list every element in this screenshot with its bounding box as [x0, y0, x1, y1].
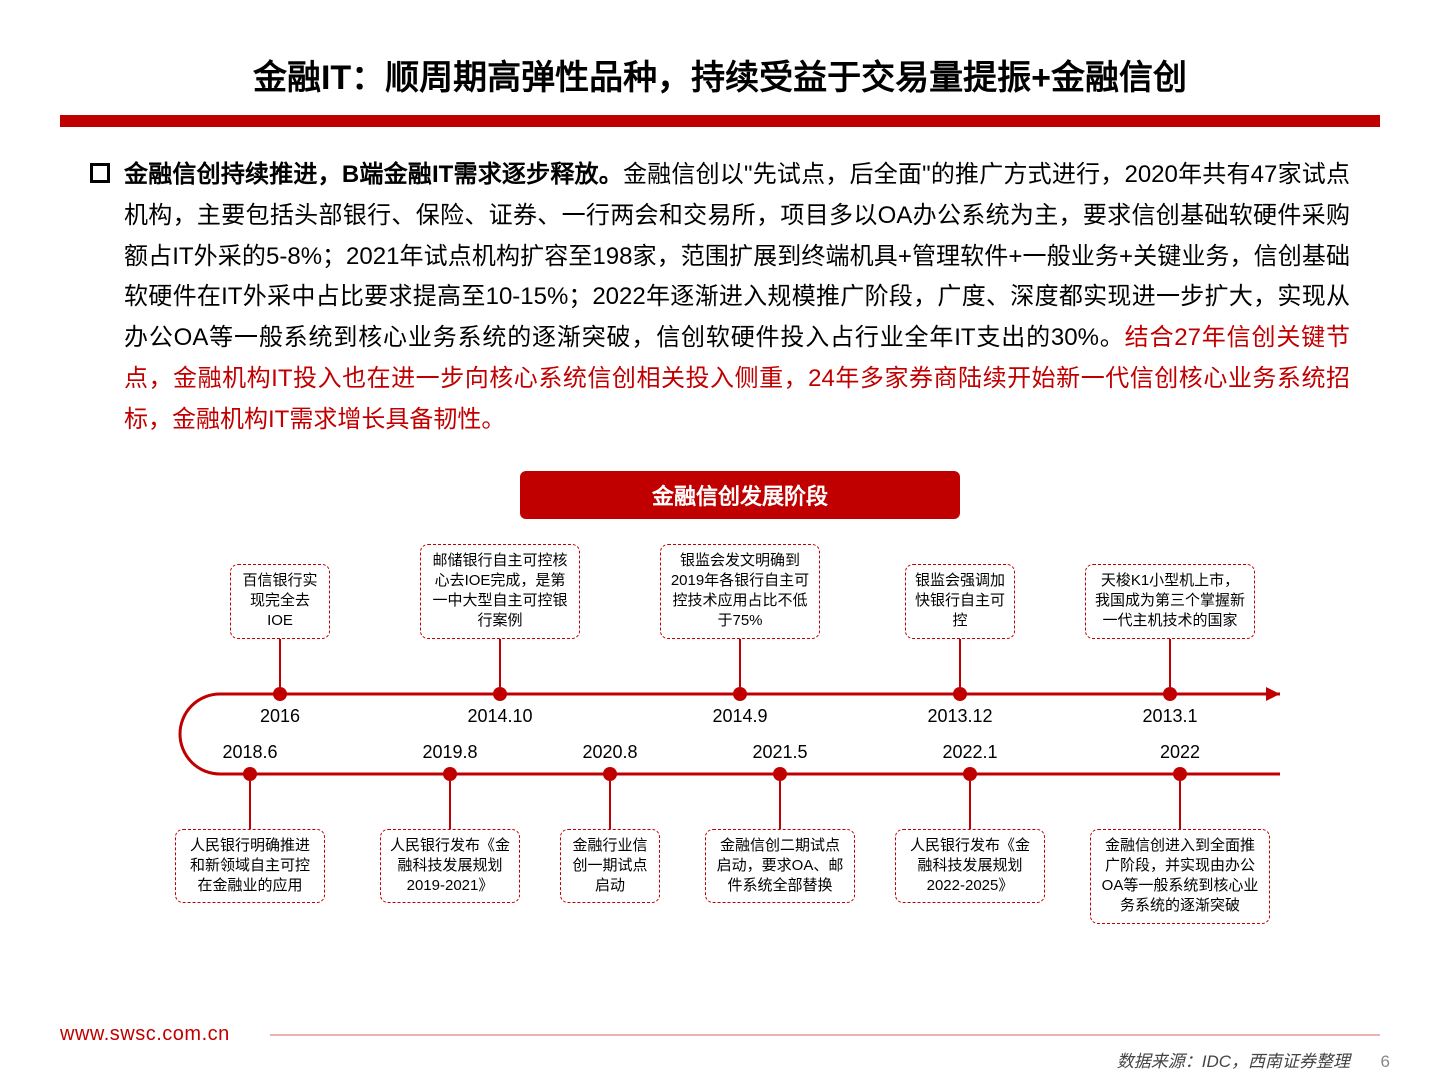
timeline-event: 邮储银行自主可控核心去IOE完成，是第一中大型自主可控银行案例: [420, 544, 580, 639]
timeline-event: 人民银行明确推进和新领域自主可控在金融业的应用: [175, 829, 325, 904]
timeline-event: 银监会强调加快银行自主可控: [905, 564, 1015, 639]
timeline-date: 2013.1: [1130, 706, 1210, 727]
timeline-date: 2016: [240, 706, 320, 727]
bullet-square-icon: [90, 163, 110, 183]
timeline-date: 2022: [1140, 742, 1220, 763]
timeline-date: 2018.6: [210, 742, 290, 763]
para-lead: 金融信创持续推进，B端金融IT需求逐步释放。: [124, 161, 623, 188]
title-bar: [60, 115, 1380, 127]
timeline-event: 人民银行发布《金融科技发展规划2022-2025》: [895, 829, 1045, 904]
timeline-event: 金融信创二期试点启动，要求OA、邮件系统全部替换: [705, 829, 855, 904]
body-paragraph: 金融信创持续推进，B端金融IT需求逐步释放。金融信创以"先试点，后全面"的推广方…: [60, 155, 1380, 441]
timeline-date: 2014.9: [700, 706, 780, 727]
timeline-event: 天梭K1小型机上市，我国成为第三个掌握新一代主机技术的国家: [1085, 564, 1255, 639]
data-source: 数据来源：IDC，西南证券整理: [1117, 1047, 1350, 1072]
para-black: 金融信创以"先试点，后全面"的推广方式进行，2020年共有47家试点机构，主要包…: [124, 161, 1350, 351]
timeline-event: 银监会发文明确到2019年各银行自主可控技术应用占比不低于75%: [660, 544, 820, 639]
footer-line: [270, 1034, 1380, 1036]
timeline-date: 2021.5: [740, 742, 820, 763]
timeline-event: 金融行业信创一期试点启动: [560, 829, 660, 904]
timeline-event: 人民银行发布《金融科技发展规划2019-2021》: [380, 829, 520, 904]
timeline-date: 2020.8: [570, 742, 650, 763]
timeline-event: 金融信创进入到全面推广阶段，并实现由办公OA等一般系统到核心业务系统的逐渐突破: [1090, 829, 1270, 924]
page-number: 6: [1381, 1052, 1390, 1072]
timeline-diagram: 金融信创发展阶段 2016 百信银行实现完全去IOE 2014.10 邮储银行自主可控…: [140, 471, 1340, 959]
timeline-date: 2014.10: [460, 706, 540, 727]
timeline-event: 百信银行实现完全去IOE: [230, 564, 330, 639]
diagram-title: 金融信创发展阶段: [520, 471, 960, 519]
timeline-date: 2013.12: [920, 706, 1000, 727]
footer-url: www.swsc.com.cn: [60, 1023, 230, 1046]
timeline-date: 2022.1: [930, 742, 1010, 763]
page-title: 金融IT：顺周期高弹性品种，持续受益于交易量提振+金融信创: [60, 50, 1380, 99]
timeline-date: 2019.8: [410, 742, 490, 763]
